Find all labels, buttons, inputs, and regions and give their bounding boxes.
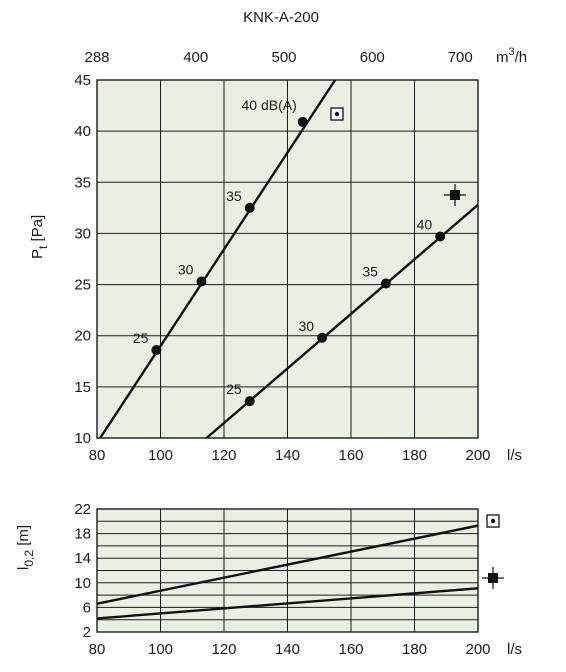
- throw-x-tick-label: 200: [465, 641, 490, 658]
- top-axis-tick-label: 700: [448, 49, 473, 66]
- throw-series-line: [97, 587, 478, 620]
- throw-y-tick-label: 10: [74, 575, 91, 592]
- throw-y-tick-label: 2: [83, 624, 91, 641]
- sound-level-label: 25: [226, 381, 242, 397]
- main-y-tick-label: 30: [74, 225, 91, 242]
- sound-level-label: 40 dB(A): [241, 97, 296, 113]
- main-y-tick-label: 25: [74, 277, 91, 294]
- top-axis-tick-label: 288: [84, 49, 109, 66]
- main-x-tick-label: 100: [148, 447, 173, 464]
- main-y-tick-label: 15: [74, 379, 91, 396]
- main-y-tick-label: 10: [74, 430, 91, 447]
- main-frame: [96, 79, 479, 439]
- throw-series-2-marker: [482, 567, 504, 589]
- sound-level-label: 35: [226, 188, 242, 204]
- throw-frame: [96, 508, 479, 633]
- top-axis-tick-label: 400: [183, 49, 208, 66]
- series-1-marker: [330, 107, 344, 121]
- throw-x-axis-label: l/s: [507, 641, 522, 658]
- sound-level-point: [380, 278, 391, 289]
- sound-level-label: 25: [133, 330, 149, 346]
- top-axis-tick-label: 500: [271, 49, 296, 66]
- throw-y-tick-label: 18: [74, 526, 91, 543]
- throw-x-tick-label: 120: [211, 641, 236, 658]
- main-x-tick-label: 140: [275, 447, 300, 464]
- series-2-marker: [444, 184, 466, 206]
- throw-x-tick-label: 80: [89, 641, 106, 658]
- top-axis-tick-label: 600: [360, 49, 385, 66]
- sound-level-point: [317, 332, 328, 343]
- throw-y-tick-label: 14: [74, 550, 91, 567]
- dotted-square-marker-dot: [490, 518, 496, 524]
- square-cross-marker-box: [450, 190, 460, 200]
- throw-x-tick-label: 160: [338, 641, 363, 658]
- main-x-tick-label: 120: [211, 447, 236, 464]
- throw-series-layer: [97, 524, 478, 620]
- main-plot: 80 100 120 140 160 180 200 10 15 20 25 30 35 40 45 l/s P…: [29, 46, 527, 464]
- sound-level-point: [297, 116, 308, 127]
- throw-series-1-marker: [486, 514, 500, 528]
- sound-level-label: 30: [178, 262, 194, 278]
- main-y-axis-label: Pt [Pa]: [29, 215, 50, 259]
- throw-y-tick-label: 6: [83, 599, 91, 616]
- top-axis-label: m3/h: [496, 46, 527, 66]
- main-y-tick-label: 20: [74, 328, 91, 345]
- main-x-tick-label: 80: [89, 447, 106, 464]
- sound-level-label: 40: [417, 216, 433, 232]
- throw-series-line: [97, 524, 478, 605]
- sound-level-point: [196, 276, 207, 287]
- chart-title: KNK-A-200: [243, 9, 319, 26]
- main-x-tick-label: 200: [465, 447, 490, 464]
- square-cross-marker-box: [488, 573, 498, 583]
- main-x-tick-label: 180: [402, 447, 427, 464]
- sound-level-label: 30: [299, 318, 315, 334]
- main-x-tick-label: 160: [338, 447, 363, 464]
- sound-level-point: [244, 202, 255, 213]
- sound-level-label: 35: [362, 264, 378, 280]
- dotted-square-marker-dot: [334, 111, 340, 117]
- main-x-axis-label: l/s: [507, 447, 522, 464]
- main-y-tick-label: 35: [74, 174, 91, 191]
- throw-y-tick-label: 22: [74, 501, 91, 518]
- sound-level-point: [435, 231, 446, 242]
- main-y-tick-label: 45: [74, 72, 91, 89]
- throw-y-axis-label: l0,2 [m]: [15, 525, 36, 570]
- throw-x-tick-label: 140: [275, 641, 300, 658]
- throw-x-tick-label: 180: [402, 641, 427, 658]
- main-y-tick-label: 40: [74, 123, 91, 140]
- main-series-line: [98, 80, 337, 438]
- sound-level-point: [151, 345, 162, 356]
- throw-plot: 80 100 120 140 160 180 200 2 6 10 14 18 22 l/s l0,2 [m…: [15, 501, 522, 658]
- sound-level-point: [244, 396, 255, 407]
- throw-x-tick-label: 100: [148, 641, 173, 658]
